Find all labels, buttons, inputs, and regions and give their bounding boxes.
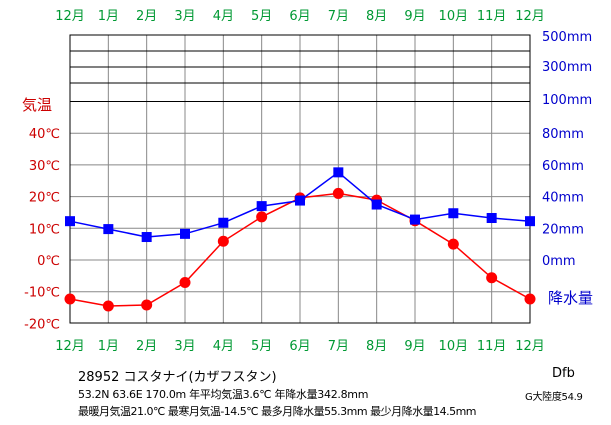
month-labels-top: 12月 1月 2月 3月 4月 5月 6月 7月 8月 9月 10月 11月 12月 bbox=[55, 9, 545, 24]
precipitation-axis-label: 降水量 bbox=[548, 289, 593, 307]
month-label-bottom: 12月 bbox=[55, 339, 85, 354]
temperature-point bbox=[256, 211, 268, 223]
temperature-point bbox=[102, 300, 114, 312]
precipitation-tick-label: 80mm bbox=[542, 127, 584, 142]
precipitation-point bbox=[333, 167, 344, 178]
temperature-axis-label: 気温 bbox=[22, 96, 52, 114]
temperature-tick-label: 10℃ bbox=[29, 222, 60, 237]
precipitation-tick-label: 40mm bbox=[542, 191, 584, 206]
chart-grid bbox=[70, 35, 530, 323]
temperature-tick-label: 0℃ bbox=[37, 254, 60, 269]
station-location: 53.2N 63.6E 170.0m 年平均気温3.6℃ 年降水量342.8mm bbox=[78, 388, 369, 401]
month-label-bottom: 2月 bbox=[136, 339, 157, 354]
precipitation-tick-label: 500mm bbox=[542, 30, 592, 45]
month-label-top: 12月 bbox=[55, 9, 85, 24]
month-label-bottom: 1月 bbox=[98, 339, 119, 354]
precipitation-tick-label: 300mm bbox=[542, 60, 592, 75]
precipitation-point bbox=[141, 232, 152, 243]
month-label-top: 9月 bbox=[404, 9, 425, 24]
temperature-point bbox=[64, 293, 76, 305]
temperature-point bbox=[141, 299, 153, 311]
month-label-top: 11月 bbox=[477, 9, 507, 24]
precipitation-tick-label: 0mm bbox=[542, 254, 576, 269]
temperature-axis: 40℃ 30℃ 20℃ 10℃ 0℃ -10℃ -20℃ bbox=[24, 127, 60, 332]
precipitation-point bbox=[295, 195, 305, 206]
month-label-top: 10月 bbox=[439, 9, 469, 24]
precipitation-point bbox=[103, 224, 114, 235]
temperature-tick-label: 40℃ bbox=[29, 127, 60, 142]
month-label-top: 12月 bbox=[515, 9, 545, 24]
precipitation-tick-label: 60mm bbox=[542, 159, 584, 174]
precipitation-point bbox=[371, 199, 382, 210]
month-label-bottom: 8月 bbox=[366, 339, 387, 354]
month-label-bottom: 5月 bbox=[251, 339, 272, 354]
plot-frame bbox=[69, 34, 531, 324]
month-label-top: 1月 bbox=[98, 9, 119, 24]
month-label-top: 2月 bbox=[136, 9, 157, 24]
temperature-point bbox=[447, 238, 459, 250]
month-label-bottom: 11月 bbox=[477, 339, 507, 354]
month-label-top: 5月 bbox=[251, 9, 272, 24]
temperature-tick-label: -10℃ bbox=[24, 286, 60, 301]
month-labels-bottom: 12月 1月 2月 3月 4月 5月 6月 7月 8月 9月 10月 11月 12月 bbox=[55, 339, 545, 354]
month-label-top: 3月 bbox=[174, 9, 195, 24]
precipitation-tick-label: 100mm bbox=[542, 93, 592, 108]
month-label-top: 7月 bbox=[328, 9, 349, 24]
station-extremes: 最暖月気温21.0℃ 最寒月気温-14.5℃ 最多月降水量55.3mm 最少月降… bbox=[78, 405, 477, 418]
temperature-tick-label: 30℃ bbox=[29, 159, 60, 174]
continentality-index: G大陸度54.9 bbox=[525, 392, 583, 403]
upper-scale-lines bbox=[70, 50, 530, 102]
precipitation-point bbox=[525, 216, 535, 227]
temperature-point bbox=[179, 277, 191, 289]
temperature-tick-label: 20℃ bbox=[29, 191, 60, 206]
month-label-bottom: 6月 bbox=[289, 339, 310, 354]
precipitation-point bbox=[180, 228, 190, 239]
precipitation-point bbox=[256, 201, 267, 212]
climate-class: Dfb bbox=[552, 366, 575, 381]
series-layer bbox=[64, 167, 536, 312]
temperature-point bbox=[486, 272, 498, 284]
precipitation-axis: 500mm 300mm 100mm 80mm 60mm 40mm 20mm 0mm bbox=[542, 30, 592, 269]
month-label-top: 6月 bbox=[289, 9, 310, 24]
month-label-bottom: 4月 bbox=[213, 339, 234, 354]
temperature-point bbox=[332, 187, 344, 199]
precipitation-point bbox=[486, 212, 497, 223]
precipitation-point bbox=[448, 208, 459, 219]
station-name: 28952 コスタナイ(カザフスタン) bbox=[78, 370, 277, 385]
month-label-bottom: 10月 bbox=[439, 339, 469, 354]
month-label-bottom: 3月 bbox=[174, 339, 195, 354]
precipitation-tick-label: 20mm bbox=[542, 222, 584, 237]
month-label-top: 8月 bbox=[366, 9, 387, 24]
precipitation-point bbox=[65, 216, 75, 227]
temperature-tick-label: -20℃ bbox=[24, 317, 60, 332]
precipitation-point bbox=[410, 214, 420, 225]
month-label-bottom: 12月 bbox=[515, 339, 545, 354]
temperature-point bbox=[524, 293, 536, 305]
month-label-bottom: 9月 bbox=[404, 339, 425, 354]
temperature-point bbox=[217, 235, 229, 247]
month-label-top: 4月 bbox=[213, 9, 234, 24]
precipitation-point bbox=[218, 217, 229, 228]
month-label-bottom: 7月 bbox=[328, 339, 349, 354]
